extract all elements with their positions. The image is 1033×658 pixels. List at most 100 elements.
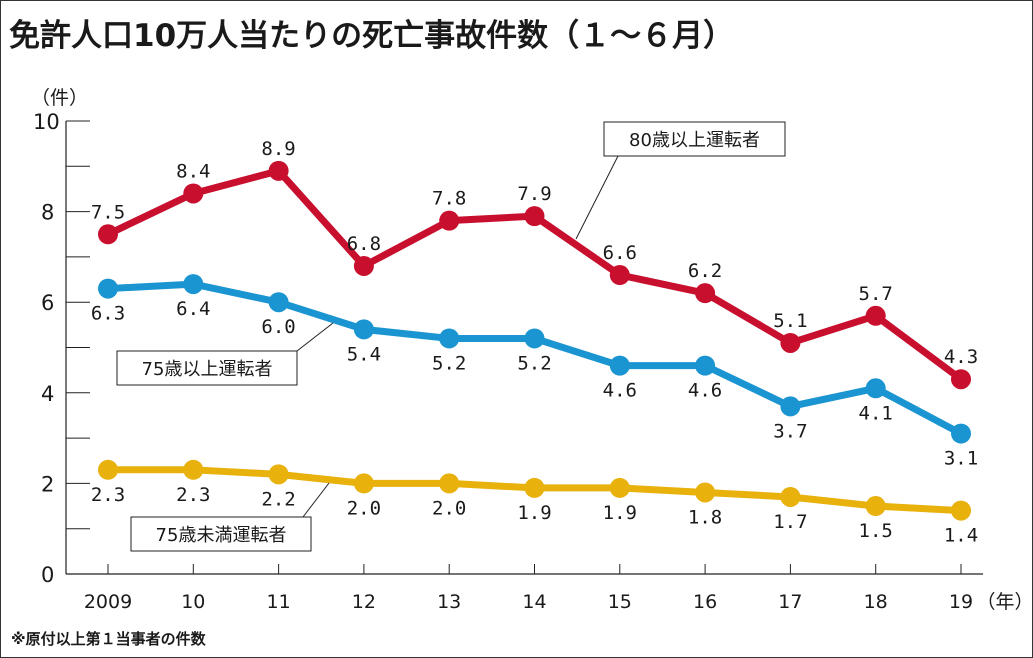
data-point	[609, 265, 630, 286]
data-label: 7.9	[517, 183, 551, 205]
data-point	[183, 183, 204, 204]
legend-layer: 80歳以上運転者 75歳以上運転者 75歳未満運転者	[116, 121, 786, 552]
data-label: 2.3	[91, 484, 125, 506]
data-point	[524, 477, 545, 498]
data-point	[353, 319, 374, 340]
data-point	[353, 473, 374, 494]
data-label: 3.1	[944, 448, 978, 470]
chart-title: 免許人口10万人当たりの死亡事故件数（１～６月）	[9, 18, 734, 54]
x-tick-label: 14	[522, 591, 546, 613]
leader-line	[575, 155, 619, 240]
series-layer: 7.5 8.4 8.9 6.8 7.8 7.9 6.6 6.2 5.1 5.7 4.36.3 6.4 6…	[91, 138, 978, 547]
data-label: 6.8	[347, 233, 381, 255]
series-0: 7.5 8.4 8.9 6.8 7.8 7.9 6.6 6.2 5.1 5.7 4.3	[91, 138, 978, 390]
data-point	[183, 274, 204, 295]
legend-label: 80歳以上運転者	[629, 130, 760, 151]
legend-box	[130, 516, 312, 552]
data-label: 5.4	[347, 343, 381, 365]
data-point	[268, 464, 289, 485]
data-point	[98, 278, 118, 299]
data-point	[268, 160, 289, 181]
data-point	[439, 328, 460, 349]
y-tick-label: 0	[41, 563, 54, 587]
data-point	[609, 355, 630, 376]
x-tick-label: 13	[437, 591, 461, 613]
leader-line	[296, 322, 334, 352]
data-point	[865, 496, 886, 517]
data-label: 5.2	[517, 352, 551, 374]
axes: 0 2 4 6 8 10 2009 10 11 12 13 14 15 16 17 18 19 （年）	[33, 110, 1032, 613]
data-label: 2.2	[261, 488, 295, 510]
series-1: 6.3 6.4 6.0 5.4 5.2 5.2 4.6 4.6 3.7 4.1 3.1	[91, 274, 978, 470]
data-point	[439, 473, 460, 494]
data-point	[695, 482, 716, 503]
x-axis-unit-label: （年）	[976, 591, 1032, 613]
y-tick-label: 2	[41, 472, 54, 496]
legend-callout-1: 75歳以上運転者	[116, 322, 334, 386]
data-point	[780, 332, 801, 353]
data-point	[780, 396, 801, 417]
data-point	[695, 283, 716, 304]
data-point	[183, 459, 204, 480]
data-label: 1.5	[859, 520, 893, 542]
legend-callout-0: 80歳以上運転者	[575, 121, 786, 240]
data-label: 8.4	[176, 160, 210, 182]
data-label: 6.3	[91, 303, 125, 325]
data-point	[951, 500, 971, 521]
data-point	[524, 206, 545, 227]
data-label: 3.7	[773, 420, 807, 442]
data-point	[524, 328, 545, 349]
y-tick-label: 10	[33, 110, 60, 134]
x-tick-label: 12	[352, 591, 376, 613]
y-tick-label: 4	[41, 382, 54, 406]
x-tick-label: 18	[864, 591, 888, 613]
data-point	[865, 305, 886, 326]
data-label: 7.8	[432, 188, 466, 210]
data-label: 4.1	[859, 402, 893, 424]
data-point	[439, 210, 460, 231]
data-label: 6.4	[176, 298, 210, 320]
data-point	[98, 459, 118, 480]
data-label: 2.0	[347, 497, 381, 519]
data-point	[268, 292, 289, 313]
data-point	[98, 224, 118, 245]
legend-label: 75歳未満運転者	[156, 525, 287, 546]
x-tick-label: 10	[181, 591, 205, 613]
data-label: 1.9	[603, 502, 637, 524]
x-tick-label: 16	[693, 591, 717, 613]
data-label: 4.6	[603, 380, 637, 402]
x-tick-label: 2009	[84, 591, 132, 613]
legend-box	[603, 121, 786, 157]
series-2: 2.3 2.3 2.2 2.0 2.0 1.9 1.9 1.8 1.7 1.5 1.4	[91, 459, 978, 547]
legend-box	[116, 350, 298, 386]
x-tick-label: 11	[267, 591, 291, 613]
data-label: 4.3	[944, 346, 978, 368]
data-label: 7.5	[91, 201, 125, 223]
data-point	[951, 423, 971, 444]
data-label: 1.7	[773, 511, 807, 533]
y-tick-label: 6	[41, 291, 54, 315]
data-label: 6.6	[603, 242, 637, 264]
data-label: 1.9	[517, 502, 551, 524]
x-tick-label: 17	[778, 591, 802, 613]
data-label: 8.9	[261, 138, 295, 160]
leader-line	[302, 482, 330, 518]
footnote: ※原付以上第１当事者の件数	[11, 630, 207, 648]
data-label: 6.2	[688, 260, 722, 282]
data-point	[353, 255, 374, 276]
y-axis-unit-label: （件）	[31, 87, 88, 109]
data-label: 2.3	[176, 484, 210, 506]
data-label: 1.8	[688, 506, 722, 528]
x-tick-label: 15	[608, 591, 632, 613]
data-point	[609, 477, 630, 498]
data-label: 5.2	[432, 352, 466, 374]
y-tick-label: 8	[41, 201, 54, 225]
data-label: 5.1	[773, 310, 807, 332]
data-label: 1.4	[944, 525, 978, 547]
data-point	[780, 486, 801, 507]
data-label: 4.6	[688, 380, 722, 402]
data-label: 5.7	[859, 283, 893, 305]
data-point	[951, 369, 971, 390]
